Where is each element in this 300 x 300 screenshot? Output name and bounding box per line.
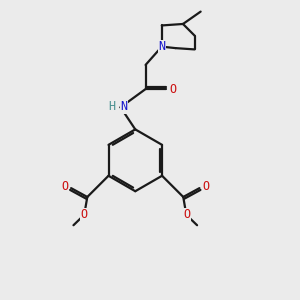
Text: O: O xyxy=(183,208,190,221)
Text: O: O xyxy=(202,180,209,193)
Text: O: O xyxy=(169,82,176,95)
Text: O: O xyxy=(80,208,87,221)
Text: O: O xyxy=(61,180,68,193)
Text: H: H xyxy=(109,100,116,113)
Text: N: N xyxy=(121,100,128,113)
Text: N: N xyxy=(158,40,165,53)
